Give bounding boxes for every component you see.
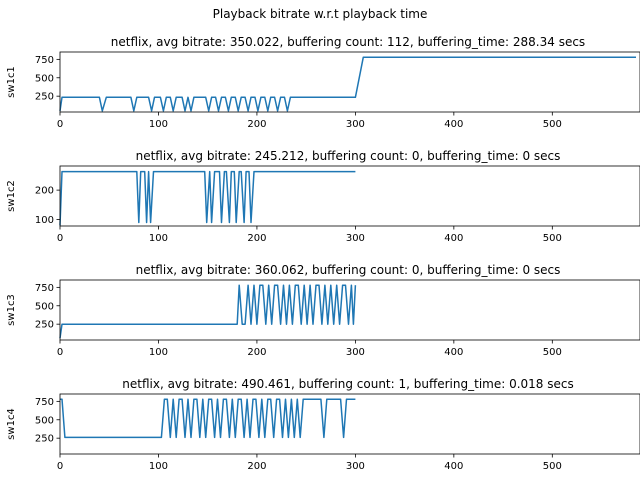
y-tick-label: 750 [35,397,54,408]
x-tick-label: 400 [444,233,463,244]
y-tick-label: 250 [35,320,54,331]
x-tick-label: 100 [149,119,168,130]
x-tick-label: 100 [149,233,168,244]
figure-suptitle: Playback bitrate w.r.t playback time [213,7,428,21]
x-tick-label: 400 [444,119,463,130]
x-tick-label: 500 [543,461,562,472]
x-tick-label: 300 [346,233,365,244]
axes-frame [59,165,640,227]
x-tick-label: 100 [149,461,168,472]
subplot-title: netflix, avg bitrate: 360.062, buffering… [136,263,561,277]
x-tick-label: 100 [149,347,168,358]
axes-frame [59,51,640,113]
x-tick-label: 500 [543,119,562,130]
x-tick-label: 200 [247,119,266,130]
series-line-3-1 [59,284,357,339]
series-line-4-1 [60,398,356,439]
x-tick-label: 200 [247,233,266,244]
y-tick-label: 200 [35,186,54,197]
y-tick-label: 500 [35,73,54,84]
x-tick-label: 300 [346,119,365,130]
y-axis-label: sw1c4 [6,408,17,440]
series-line-1-1 [59,56,636,112]
x-tick-label: 300 [346,461,365,472]
series-line-2-1 [59,170,356,226]
axes-frame [59,279,640,341]
x-tick-label: 0 [57,347,63,358]
x-tick-label: 200 [247,461,266,472]
x-tick-label: 0 [57,119,63,130]
y-tick-label: 100 [35,215,54,226]
x-tick-label: 500 [543,347,562,358]
y-tick-label: 750 [35,283,54,294]
x-tick-label: 300 [346,347,365,358]
subplot-title: netflix, avg bitrate: 245.212, buffering… [136,149,561,163]
x-tick-label: 500 [543,233,562,244]
y-axis-label: sw1c2 [6,180,17,212]
subplot-title: netflix, avg bitrate: 350.022, buffering… [111,35,585,49]
x-tick-label: 0 [57,461,63,472]
subplot-title: netflix, avg bitrate: 490.461, buffering… [122,377,573,391]
subplot-2: netflix, avg bitrate: 245.212, buffering… [6,149,640,244]
y-tick-label: 250 [35,434,54,445]
x-tick-label: 400 [444,461,463,472]
x-tick-label: 0 [57,233,63,244]
y-axis-label: sw1c3 [6,294,17,326]
y-tick-label: 750 [35,55,54,66]
axes-frame [59,393,640,455]
subplot-1: netflix, avg bitrate: 350.022, buffering… [6,35,640,130]
y-tick-label: 250 [35,92,54,103]
subplot-4: netflix, avg bitrate: 490.461, buffering… [6,377,640,472]
y-tick-label: 500 [35,301,54,312]
y-tick-label: 500 [35,415,54,426]
y-axis-label: sw1c1 [6,66,17,98]
subplot-3: netflix, avg bitrate: 360.062, buffering… [6,263,640,358]
x-tick-label: 400 [444,347,463,358]
x-tick-label: 200 [247,347,266,358]
